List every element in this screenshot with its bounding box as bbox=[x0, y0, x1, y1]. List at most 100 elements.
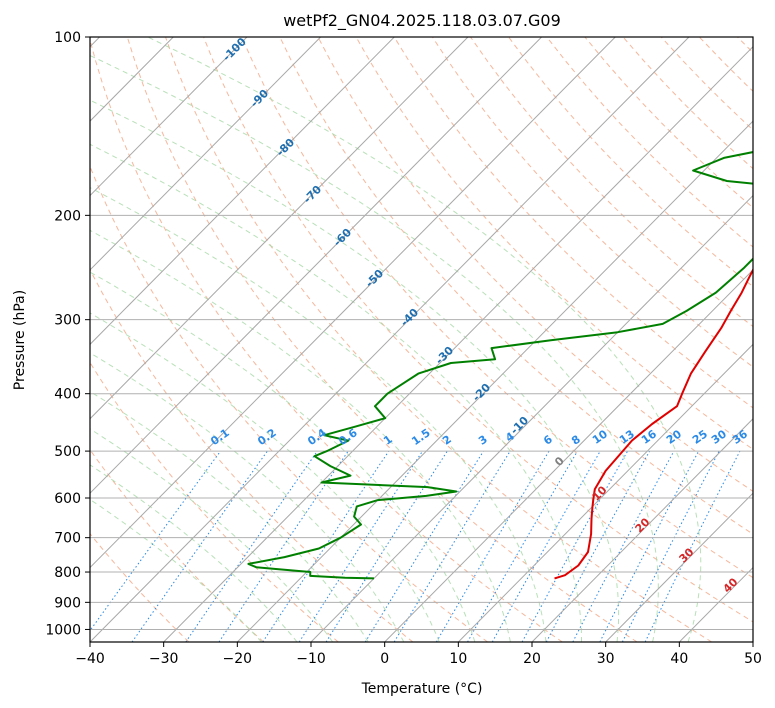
isotherm-line bbox=[90, 37, 469, 420]
chart-title: wetPf2_GN04.2025.118.03.07.G09 bbox=[283, 11, 561, 31]
temperature-line bbox=[554, 267, 753, 580]
moist-adiabat-line bbox=[90, 143, 582, 642]
moist-adiabat-line bbox=[90, 271, 476, 642]
x-tick-label: 0 bbox=[380, 651, 389, 667]
dry-adiabat-label: -20 bbox=[470, 381, 493, 404]
mixing-ratio-line bbox=[185, 450, 318, 642]
dry-adiabat-line bbox=[737, 37, 753, 54]
mixing-ratio-label: 25 bbox=[690, 427, 710, 446]
y-tick-label: 400 bbox=[54, 387, 81, 403]
isotherm-line bbox=[163, 46, 753, 642]
isotherm-line bbox=[310, 194, 753, 642]
grid-lines bbox=[90, 37, 753, 642]
mixing-ratio-line bbox=[521, 450, 629, 642]
mixing-ratio-line bbox=[364, 450, 484, 642]
y-axis-label: Pressure (hPa) bbox=[12, 290, 28, 390]
mixing-ratio-label: 8 bbox=[569, 433, 583, 448]
mixing-ratio-label: 0.4 bbox=[305, 426, 329, 448]
moist-adiabat-label: 0 bbox=[552, 454, 567, 469]
mixing-ratio-line bbox=[621, 450, 720, 642]
mixing-ratio-label: 13 bbox=[617, 427, 637, 446]
x-tick-label: 20 bbox=[523, 651, 541, 667]
plot-frame bbox=[89, 36, 754, 643]
y-tick-label: 800 bbox=[54, 565, 81, 581]
isotherm-line bbox=[457, 343, 753, 642]
moist-adiabat-line bbox=[147, 37, 702, 642]
mixing-ratio-line bbox=[218, 450, 349, 642]
mixing-ratio-line bbox=[644, 450, 741, 642]
isotherm-line bbox=[236, 120, 753, 642]
x-tick-label: −10 bbox=[296, 651, 326, 667]
mixing-ratio-label: 16 bbox=[639, 427, 659, 447]
mixing-ratio-line bbox=[572, 450, 675, 642]
isotherm-line bbox=[90, 37, 690, 642]
isotherm-line bbox=[90, 37, 395, 346]
dry-adiabat-line bbox=[431, 37, 753, 368]
dry-adiabat-line bbox=[126, 37, 638, 642]
dry-adiabat-line bbox=[90, 532, 190, 642]
dry-adiabat-line bbox=[622, 37, 753, 170]
y-tick-label: 200 bbox=[54, 208, 81, 224]
x-tick-label: −30 bbox=[149, 651, 179, 667]
isotherm-line bbox=[90, 37, 248, 197]
mixing-ratio-label: 0.2 bbox=[255, 426, 278, 448]
mixing-ratio-line bbox=[545, 450, 651, 642]
mixing-ratio-line bbox=[90, 450, 221, 632]
dry-adiabat-label: -50 bbox=[363, 267, 386, 290]
mixing-ratio-line bbox=[435, 450, 550, 642]
moist-adiabat-line bbox=[90, 55, 659, 642]
dry-adiabat-line bbox=[90, 164, 488, 642]
isotherm-line bbox=[90, 37, 321, 271]
x-tick-label: 40 bbox=[670, 651, 688, 667]
mixing-ratio-label: 3 bbox=[476, 433, 490, 448]
dry-adiabat-line bbox=[355, 37, 753, 450]
isotherm-line bbox=[384, 269, 753, 642]
dry-adiabat-line bbox=[90, 361, 339, 642]
dry-adiabat-line bbox=[90, 268, 414, 642]
moist-adiabat-label: 40 bbox=[721, 575, 741, 595]
moist-adiabat-line bbox=[90, 352, 405, 642]
x-tick-label: −20 bbox=[223, 651, 253, 667]
moist-adiabat-line bbox=[90, 464, 298, 642]
x-tick-label: 50 bbox=[744, 651, 762, 667]
isotherm-line bbox=[678, 566, 753, 642]
mixing-ratio-label: 1.5 bbox=[409, 426, 432, 448]
isotherm-line bbox=[752, 641, 753, 642]
isotherm-line bbox=[90, 37, 616, 569]
background-lines bbox=[90, 37, 753, 642]
moist-adiabat-label: 30 bbox=[677, 545, 697, 565]
dry-adiabat-line bbox=[317, 37, 753, 493]
moist-adiabat-line bbox=[90, 428, 334, 642]
dry-adiabat-line bbox=[660, 37, 753, 131]
mixing-ratio-line bbox=[325, 450, 448, 642]
moist-adiabat-line bbox=[90, 99, 620, 642]
y-tick-label: 600 bbox=[54, 491, 81, 507]
dry-adiabat-line bbox=[470, 37, 753, 328]
mixing-ratio-line bbox=[262, 450, 390, 642]
dry-adiabat-line bbox=[546, 37, 753, 248]
x-tick-label: −40 bbox=[75, 651, 105, 667]
y-tick-label: 500 bbox=[54, 444, 81, 460]
x-tick-label: 10 bbox=[449, 651, 467, 667]
mixing-ratio-label: 20 bbox=[664, 427, 684, 447]
mixing-ratio-label: 2 bbox=[440, 433, 454, 448]
x-tick-label: 30 bbox=[597, 651, 615, 667]
mixing-ratio-label: 1 bbox=[381, 433, 395, 448]
mixing-ratio-label: 6 bbox=[541, 432, 555, 447]
y-axis-ticks: 100 200 300 400 500 600 700 800 900 1000 bbox=[45, 30, 90, 638]
moist-adiabat-line bbox=[90, 390, 369, 642]
moist-adiabat-line bbox=[90, 312, 440, 642]
series-lines bbox=[247, 151, 753, 580]
isotherm-line bbox=[531, 418, 753, 642]
isopleth-labels: -100-90-80-70-60-50-40-30-20-100.1 0.2 0.4… bbox=[208, 35, 750, 596]
mixing-ratio-line bbox=[599, 450, 700, 642]
dry-adiabat-line bbox=[165, 37, 712, 642]
moist-adiabat-line bbox=[90, 187, 547, 642]
isotherm-line bbox=[605, 492, 753, 642]
y-tick-label: 1000 bbox=[45, 622, 81, 638]
y-tick-label: 100 bbox=[54, 30, 81, 46]
y-tick-label: 900 bbox=[54, 595, 81, 611]
dry-adiabat-line bbox=[90, 38, 563, 642]
